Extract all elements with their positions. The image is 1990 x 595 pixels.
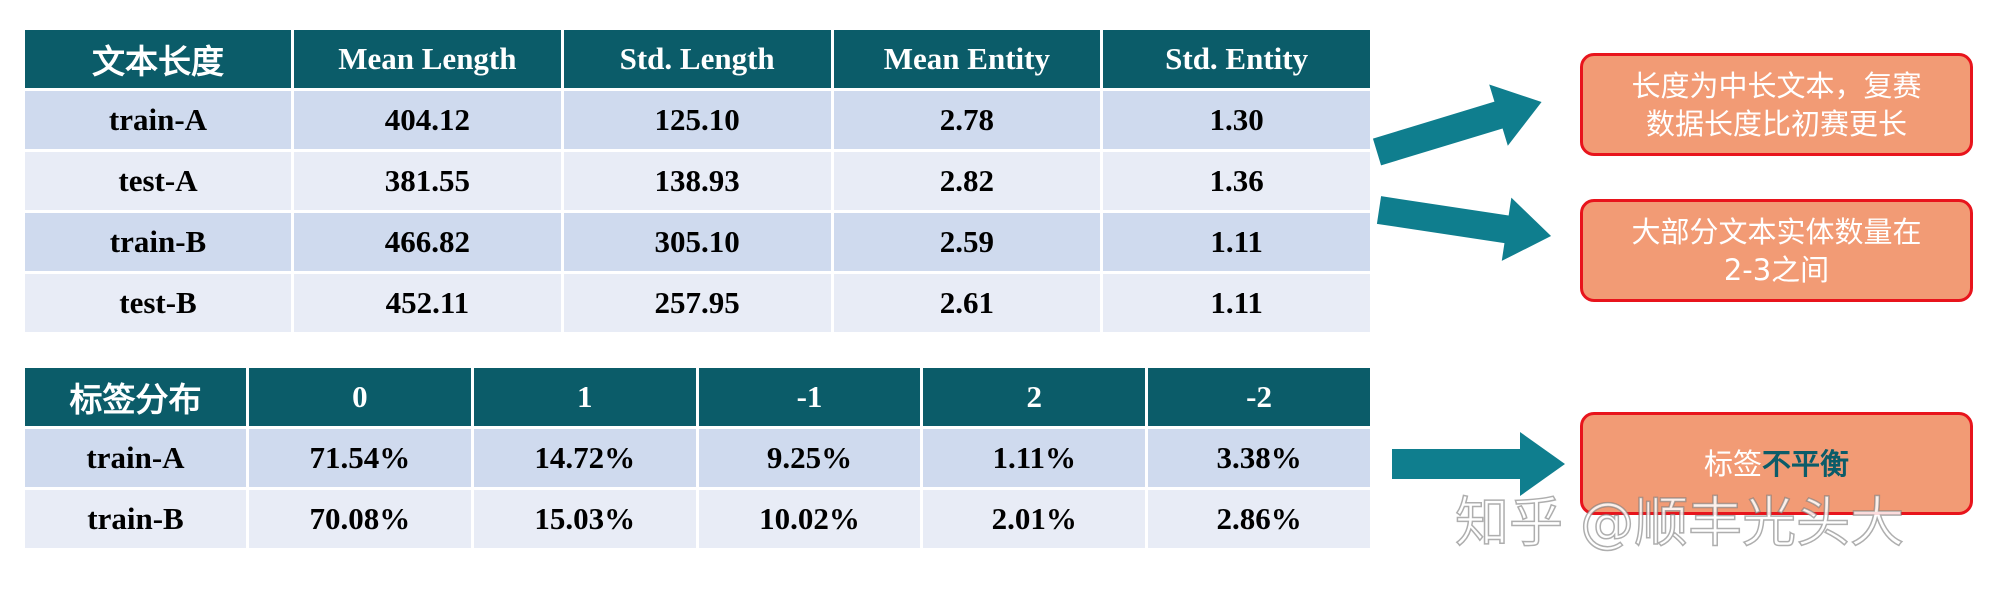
table-cell: 1.11% [923, 429, 1146, 487]
table-row: train-B 70.08% 15.03% 10.02% 2.01% 2.86% [25, 490, 1370, 548]
table-cell: 1.30 [1103, 91, 1370, 149]
table-cell: 257.95 [563, 274, 831, 332]
table-cell: 404.12 [294, 91, 561, 149]
table-row: test-B 452.11 257.95 2.61 1.11 [25, 274, 1370, 332]
table-cell: 1.11 [1103, 213, 1370, 271]
table-row: train-A 71.54% 14.72% 9.25% 1.11% 3.38% [25, 429, 1370, 487]
table-cell: 1.36 [1103, 152, 1370, 210]
table-cell: 305.10 [563, 213, 831, 271]
header-cell: 标签分布 [25, 368, 246, 426]
header-row: 标签分布 0 1 -1 2 -2 [25, 368, 1370, 426]
callout-line: 标签不平衡 [1704, 445, 1849, 483]
header-cell: 1 [473, 368, 696, 426]
callout-line: 2-3之间 [1723, 252, 1830, 287]
callout-text: 不平衡 [1762, 446, 1850, 481]
table-cell: train-B [25, 490, 246, 548]
table-row: test-A 381.55 138.93 2.82 1.36 [25, 152, 1370, 210]
arrow [1392, 432, 1565, 496]
header-cell: -2 [1148, 368, 1370, 426]
table-cell: 9.25% [698, 429, 921, 487]
callout-line: 大部分文本实体数量在 [1631, 214, 1922, 249]
table-cell: 3.38% [1148, 429, 1370, 487]
table-cell: 1.11 [1103, 274, 1370, 332]
table-cell: train-B [25, 213, 291, 271]
table: 标签分布 0 1 -1 2 -2 train-A 71.54% 14.72% 9.25% 1.11%… [22, 365, 1373, 551]
table: 文本长度 Mean Length Std. Length Mean Entity Std… [22, 27, 1373, 335]
callout: 长度为中长文本，复赛 数据长度比初赛更长 [1580, 53, 1973, 156]
table-cell: test-A [25, 152, 291, 210]
header-cell: Mean Length [294, 30, 561, 88]
table-cell: 452.11 [294, 274, 561, 332]
callout-line: 数据长度比初赛更长 [1645, 106, 1907, 141]
table-cell: 14.72% [473, 429, 696, 487]
table-cell: 71.54% [249, 429, 471, 487]
table-cell: 2.86% [1148, 490, 1370, 548]
callout: 标签不平衡 [1580, 412, 1973, 515]
header-row: 文本长度 Mean Length Std. Length Mean Entity Std… [25, 30, 1370, 88]
table-cell: 10.02% [698, 490, 921, 548]
header-cell: 文本长度 [25, 30, 291, 88]
table-cell: 2.01% [923, 490, 1146, 548]
header-cell: 0 [249, 368, 471, 426]
callout-line: 长度为中长文本，复赛 [1631, 68, 1922, 103]
header-cell: -1 [698, 368, 921, 426]
table-cell: 125.10 [563, 91, 831, 149]
table-cell: 70.08% [249, 490, 471, 548]
callout-text: 标签 [1703, 446, 1762, 481]
table-cell: 138.93 [563, 152, 831, 210]
table-cell: 466.82 [294, 213, 561, 271]
table-cell: 381.55 [294, 152, 561, 210]
table-cell: 2.61 [833, 274, 1101, 332]
header-cell: Std. Entity [1103, 30, 1370, 88]
table-row: train-A 404.12 125.10 2.78 1.30 [25, 91, 1370, 149]
table-cell: train-A [25, 429, 246, 487]
table-cell: 2.59 [833, 213, 1101, 271]
callout: 大部分文本实体数量在 2-3之间 [1580, 199, 1973, 302]
arrow [1372, 84, 1542, 166]
table-row: train-B 466.82 305.10 2.59 1.11 [25, 213, 1370, 271]
table-cell: train-A [25, 91, 291, 149]
header-cell: Std. Length [563, 30, 831, 88]
watermark: 知乎 @顺丰光头大 [1454, 490, 1905, 555]
header-cell: Mean Entity [833, 30, 1101, 88]
table-cell: 15.03% [473, 490, 696, 548]
header-cell: 2 [923, 368, 1146, 426]
table-cell: 2.78 [833, 91, 1101, 149]
table-cell: test-B [25, 274, 291, 332]
table-cell: 2.82 [833, 152, 1101, 210]
arrow [1376, 196, 1552, 261]
